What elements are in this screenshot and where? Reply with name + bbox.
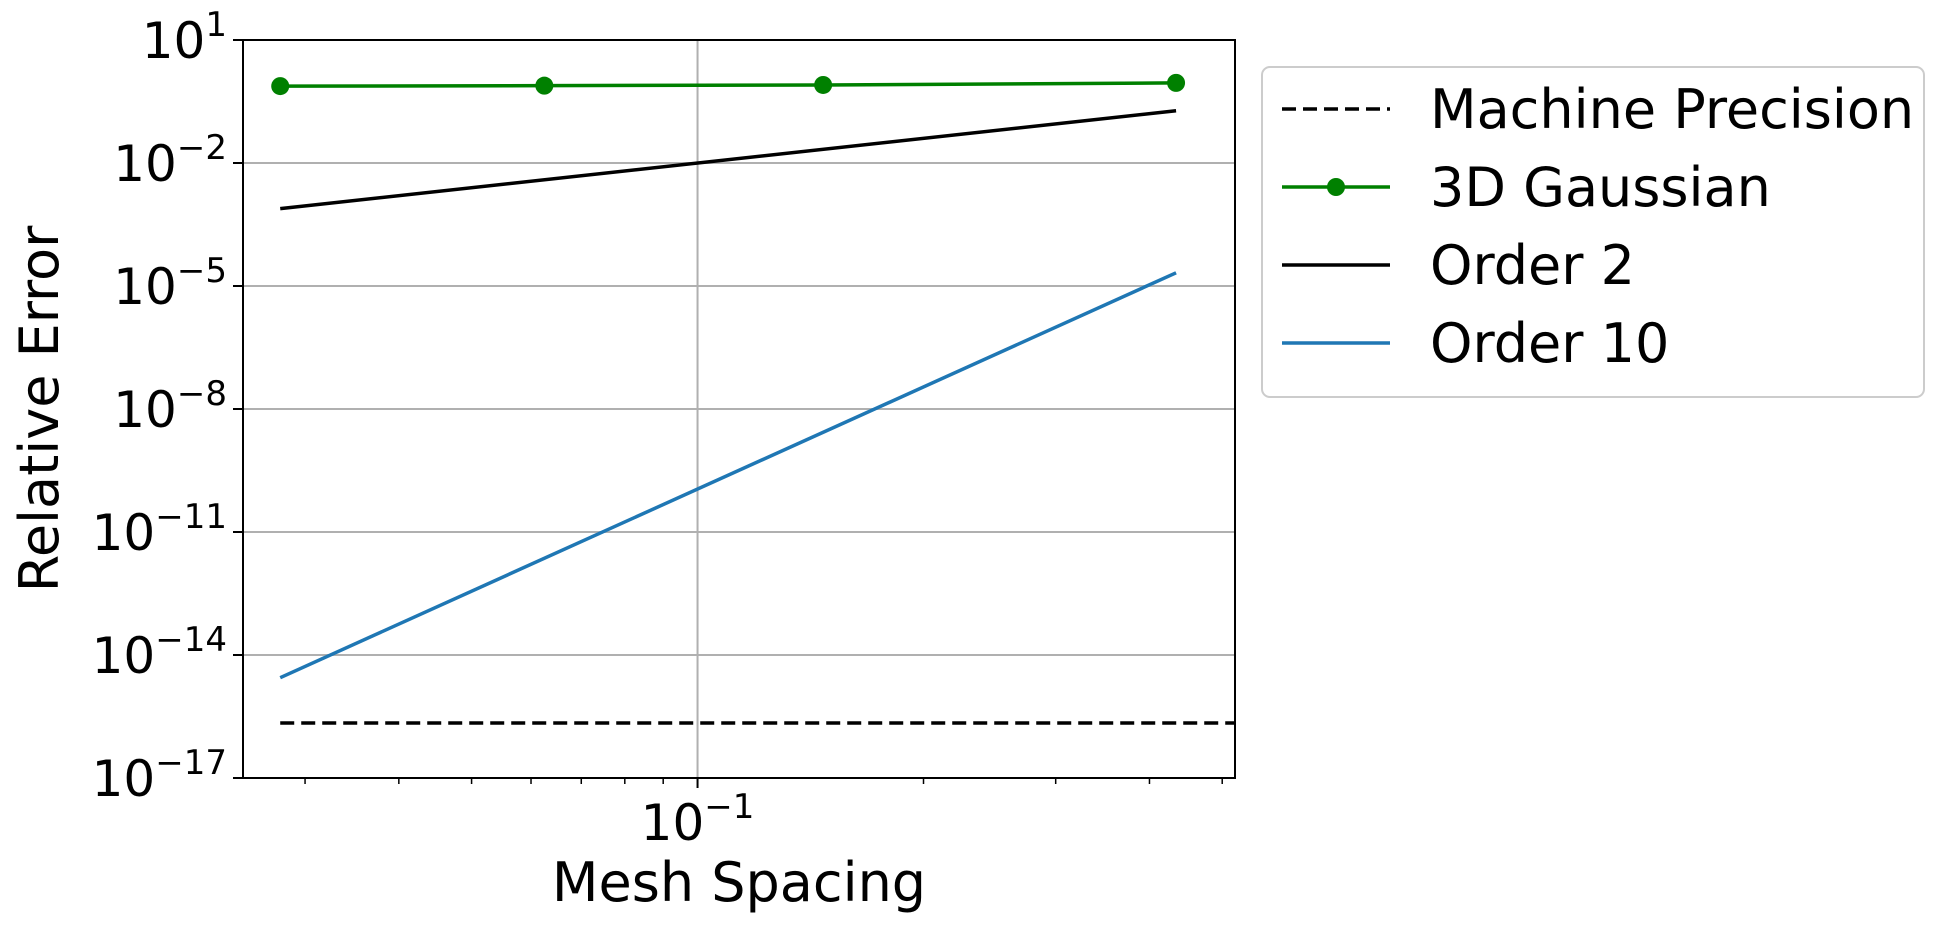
legend-box (1261, 66, 1925, 398)
legend-label-machine-precision: Machine Precision (1430, 78, 1914, 141)
y-tick-label: 10−17 (92, 743, 227, 808)
legend-label-order-2: Order 2 (1430, 234, 1635, 297)
data-point-3d-gaussian (271, 77, 290, 96)
y-tick-label: 10−5 (113, 251, 227, 316)
y-tick-label: 10−14 (92, 620, 227, 685)
legend: Machine Precision 3D Gaussian Order 2 Order… (1261, 66, 1925, 398)
grid-lines (243, 39, 1235, 779)
series-line-order-10 (279, 271, 1177, 680)
data-point-3d-gaussian (814, 75, 833, 94)
series-layer (271, 73, 1235, 725)
legend-label-order-10: Order 10 (1430, 312, 1669, 375)
x-axis-ticks: 10−1 (304, 778, 1223, 852)
x-tick-label: 10−1 (641, 787, 755, 852)
y-axis-ticks: 101 10−2 10−5 10−8 10−11 10−14 10−17 (92, 5, 243, 808)
series-line-3d-gaussian (280, 81, 1177, 88)
series-line-order-2 (280, 109, 1177, 211)
data-point-3d-gaussian (1167, 73, 1186, 92)
legend-marker-3d-gaussian (1327, 178, 1345, 196)
y-tick-label: 10−11 (92, 497, 227, 562)
data-point-3d-gaussian (535, 76, 554, 95)
x-axis-label: Mesh Spacing (552, 851, 926, 914)
legend-label-3d-gaussian: 3D Gaussian (1430, 156, 1771, 219)
y-tick-label: 10−2 (113, 128, 227, 193)
y-axis-label: Relative Error (8, 225, 71, 592)
y-tick-label: 10−8 (113, 374, 227, 439)
y-tick-label: 101 (142, 5, 227, 70)
